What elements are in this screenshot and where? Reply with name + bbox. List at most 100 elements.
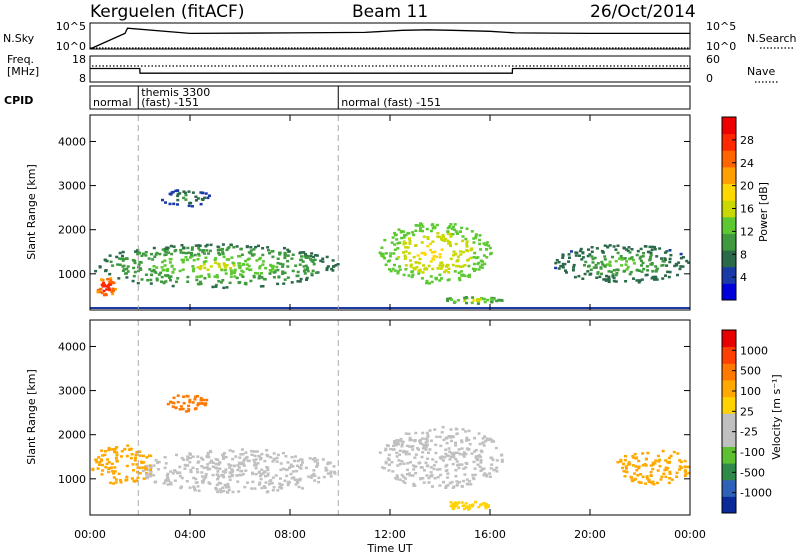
data-cell	[455, 264, 459, 268]
data-cell	[299, 467, 303, 470]
data-cell	[470, 505, 474, 508]
data-cell	[634, 457, 638, 460]
data-cell	[485, 475, 489, 478]
data-cell	[224, 486, 228, 489]
data-cell	[332, 265, 335, 268]
data-cell	[423, 268, 427, 271]
data-cell	[154, 271, 158, 274]
data-cell	[635, 469, 639, 472]
data-cell	[404, 264, 408, 267]
data-cell	[400, 442, 404, 446]
data-cell	[122, 264, 126, 268]
data-cell	[449, 235, 453, 238]
data-cell	[177, 471, 181, 474]
data-cell	[474, 448, 478, 452]
data-cell	[100, 291, 104, 295]
data-cell	[172, 245, 176, 248]
data-cell	[321, 458, 325, 461]
data-cell	[482, 444, 486, 447]
data-cell	[635, 253, 639, 257]
data-cell	[241, 263, 245, 266]
data-cell	[483, 300, 487, 304]
data-cell	[225, 264, 229, 267]
data-cell	[484, 502, 488, 506]
data-cell	[205, 243, 209, 247]
data-cell	[205, 466, 209, 469]
data-cell	[169, 275, 173, 278]
data-cell	[306, 268, 310, 271]
data-cell	[229, 272, 233, 275]
data-cell	[452, 435, 455, 438]
data-cell	[154, 459, 158, 462]
data-cell	[410, 275, 414, 279]
data-cell	[221, 243, 225, 246]
data-cell	[257, 454, 261, 458]
data-cell	[265, 449, 269, 452]
data-cell	[108, 281, 112, 284]
data-cell	[594, 263, 598, 267]
data-cell	[196, 455, 200, 458]
date-title: 26/Oct/2014	[590, 2, 696, 22]
data-cell	[420, 466, 424, 469]
data-cell	[429, 471, 433, 474]
data-cell	[202, 466, 206, 470]
data-cell	[489, 467, 493, 470]
data-cell	[138, 454, 142, 457]
data-cell	[398, 453, 402, 456]
data-cell	[149, 474, 153, 478]
data-cell	[630, 479, 634, 482]
data-cell	[241, 270, 245, 274]
data-cell	[166, 268, 170, 271]
data-cell	[125, 464, 129, 468]
data-cell	[163, 259, 167, 262]
data-cell	[471, 267, 475, 271]
data-cell	[317, 476, 321, 480]
colorbar-swatch	[722, 266, 736, 284]
data-cell	[218, 488, 222, 491]
data-cell	[115, 451, 119, 454]
data-cell	[100, 449, 104, 452]
colorbar-swatch	[722, 429, 736, 447]
data-cell	[591, 257, 595, 261]
data-cell	[156, 461, 159, 465]
data-cell	[636, 474, 640, 477]
data-cell	[500, 460, 504, 463]
data-cell	[247, 251, 251, 254]
data-cell	[384, 462, 388, 465]
data-cell	[443, 456, 447, 459]
data-cell	[329, 475, 333, 478]
data-cell	[246, 258, 250, 261]
data-cell	[289, 463, 293, 466]
ytick-label: 2000	[58, 429, 86, 442]
data-cell	[679, 252, 683, 256]
cpid-label: CPID	[4, 94, 33, 107]
data-cell	[443, 270, 447, 274]
data-cell	[442, 438, 446, 442]
data-cell	[658, 247, 662, 250]
data-cell	[393, 439, 397, 443]
data-cell	[434, 460, 438, 464]
data-cell	[436, 235, 440, 238]
data-cell	[196, 485, 200, 488]
colorbar-swatch	[722, 133, 736, 151]
data-cell	[256, 462, 260, 465]
data-cell	[313, 258, 317, 262]
data-cell	[193, 487, 196, 490]
data-cell	[481, 437, 485, 440]
data-cell	[641, 475, 645, 479]
time-axis-ticks: 00:00 04:00 08:00 12:00 16:00 20:00 00:00	[74, 115, 706, 541]
data-cell	[413, 439, 417, 442]
data-cell	[275, 456, 279, 460]
data-cell	[589, 268, 593, 271]
cpid-segment-line2: normal (fast) -151	[341, 96, 441, 109]
data-cell	[325, 255, 329, 259]
data-cell	[161, 198, 164, 202]
data-cell	[295, 464, 299, 468]
data-cell	[667, 275, 671, 279]
data-cell	[485, 247, 488, 251]
data-cell	[303, 272, 307, 275]
data-cell	[407, 432, 411, 436]
data-cell	[454, 252, 458, 255]
data-cell	[578, 254, 581, 257]
